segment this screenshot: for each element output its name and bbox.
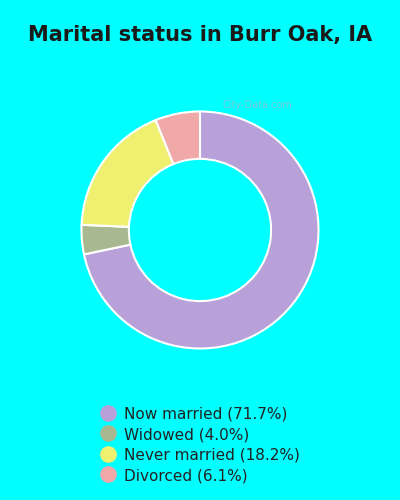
Wedge shape	[82, 120, 174, 227]
Text: Marital status in Burr Oak, IA: Marital status in Burr Oak, IA	[28, 25, 372, 45]
Wedge shape	[84, 112, 318, 348]
Legend: Now married (71.7%), Widowed (4.0%), Never married (18.2%), Divorced (6.1%): Now married (71.7%), Widowed (4.0%), Nev…	[101, 407, 299, 483]
Text: City-Data.com: City-Data.com	[223, 100, 292, 110]
Wedge shape	[156, 112, 200, 164]
Wedge shape	[82, 225, 130, 254]
